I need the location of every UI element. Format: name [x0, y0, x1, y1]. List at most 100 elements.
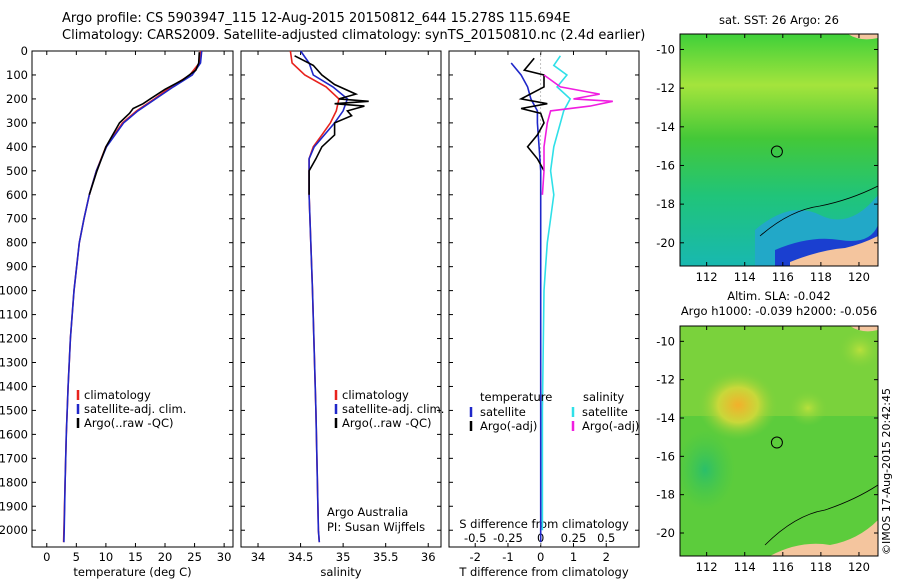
y-tick-label: 1700 [0, 451, 28, 465]
y-tick-label: 900 [6, 260, 28, 274]
sst-bathymetry-contour [759, 185, 878, 237]
y-tick-label: 700 [6, 212, 28, 226]
lon-tick-label: 112 [696, 560, 718, 574]
y-tick-label: 600 [6, 188, 28, 202]
y-tick-label: 1900 [0, 499, 28, 513]
y-tick-label: 1500 [0, 403, 28, 417]
x-tick-label: 0 [43, 550, 50, 564]
y-tick-label: 1600 [0, 427, 28, 441]
s-diff-tick-label: 0.25 [561, 531, 587, 545]
sla-map-title-line2: Argo h1000: -0.039 h2000: -0.056 [681, 304, 877, 318]
series-line [294, 55, 369, 195]
sla-map-title-line1: Altim. SLA: -0.042 [727, 289, 831, 303]
x-tick-label: 25 [187, 550, 202, 564]
lat-tick-label: -18 [656, 488, 675, 502]
lat-tick-label: -16 [656, 449, 675, 463]
lon-tick-label: 118 [810, 270, 832, 284]
y-tick-label: 1200 [0, 332, 28, 346]
plot-title-line2: Climatology: CARS2009. Satellite-adjuste… [62, 28, 646, 43]
lon-tick-label: 114 [734, 560, 756, 574]
series-line [510, 62, 542, 543]
x-tick-label: 15 [128, 550, 143, 564]
s-diff-axis-label: S difference from climatology [459, 517, 629, 531]
s-diff-tick-label: 0.5 [597, 531, 615, 545]
series-line [289, 50, 340, 543]
x-tick-label: -2 [469, 550, 480, 564]
sst-land-north [848, 34, 878, 40]
legend-label: Argo(..raw -QC) [84, 416, 174, 430]
x-axis-label: salinity [320, 565, 361, 579]
difference-panel: -2 -1 0 1 2T difference from climatology -0.5… [448, 50, 640, 579]
lon-tick-label: 112 [696, 270, 718, 284]
argo-position-marker [770, 436, 783, 449]
x-tick-label: 34.5 [288, 550, 314, 564]
lon-tick-label: 116 [772, 270, 794, 284]
sla-anomaly-east [788, 390, 828, 426]
lat-tick-label: -16 [656, 158, 675, 172]
x-tick-label: 30 [217, 550, 232, 564]
legend-label: climatology [84, 388, 151, 402]
lon-tick-label: 118 [810, 560, 832, 574]
lon-tick-label: 120 [848, 560, 870, 574]
series-line [88, 52, 201, 196]
salinity-panel: 34 34.5 35 35.5 36 salinity climatologysatelli… [240, 50, 444, 579]
sst-map-title: sat. SST: 26 Argo: 26 [719, 13, 839, 27]
y-tick-label: 800 [6, 236, 28, 250]
series-line [541, 74, 613, 195]
y-tick-label: 400 [6, 140, 28, 154]
sla-anomaly-northeast [838, 330, 878, 370]
series-line [299, 50, 349, 543]
lat-tick-label: -20 [656, 526, 675, 540]
imos-stamp: ©IMOS 17-Aug-2015 20:42:45 [880, 388, 893, 555]
y-tick-label: 1800 [0, 475, 28, 489]
sst-map: sat. SST: 26 Argo: 26 -10 -12 -14 -16 -18 -20… [656, 13, 879, 284]
y-tick-label: 0 [21, 44, 28, 58]
sla-high-anomaly [698, 370, 778, 440]
lon-tick-label: 114 [734, 270, 756, 284]
x-tick-label: -1 [502, 550, 513, 564]
y-tick-label: 300 [6, 116, 28, 130]
legend-header: temperature [480, 390, 552, 404]
y-tick-label: 1000 [0, 284, 28, 298]
sla-map: Altim. SLA: -0.042 Argo h1000: -0.039 h2… [656, 289, 879, 574]
lat-tick-label: -12 [656, 81, 675, 95]
argo-position-marker [770, 145, 783, 158]
sla-map-ticks: -10 -12 -14 -16 -18 -20 112 114 116 118 120 [656, 326, 878, 574]
legend-label: satellite-adj. clim. [342, 402, 444, 416]
legend-label: Argo(-adj) [480, 419, 537, 433]
s-diff-tick-label: -0.5 [464, 531, 486, 545]
y-tick-label: 100 [6, 68, 28, 82]
annotation: PI: Susan Wijffels [327, 520, 425, 534]
legend-label: climatology [342, 388, 409, 402]
x-tick-label: 2 [603, 550, 610, 564]
y-tick-label: 1400 [0, 379, 28, 393]
legend-label: Argo(..raw -QC) [342, 416, 432, 430]
sla-low-anomaly [680, 430, 735, 510]
sst-map-frame [679, 33, 879, 267]
legend-header: salinity [583, 390, 624, 404]
x-tick-label: 35.5 [373, 550, 399, 564]
lat-tick-label: -20 [656, 236, 675, 250]
y-tick-label: 1100 [0, 308, 28, 322]
lat-tick-label: -12 [656, 373, 675, 387]
x-tick-label: 20 [158, 550, 173, 564]
series-line [63, 50, 203, 543]
lat-tick-label: -14 [656, 411, 675, 425]
lat-tick-label: -10 [656, 334, 675, 348]
plot-frame [448, 50, 640, 548]
x-tick-label: 1 [570, 550, 577, 564]
x-tick-label: 35 [336, 550, 351, 564]
x-axis-label: temperature (deg C) [73, 565, 191, 579]
plot-frame [240, 50, 442, 548]
y-tick-label: 2000 [0, 523, 28, 537]
lat-tick-label: -18 [656, 197, 675, 211]
lon-tick-label: 116 [772, 560, 794, 574]
legend-label: satellite [480, 405, 526, 419]
legend-label: satellite [582, 405, 628, 419]
y-tick-label: 500 [6, 164, 28, 178]
sla-map-frame [679, 325, 879, 557]
x-tick-label: 36 [421, 550, 436, 564]
annotation: Argo Australia [327, 505, 408, 519]
x-tick-label: 34 [251, 550, 266, 564]
